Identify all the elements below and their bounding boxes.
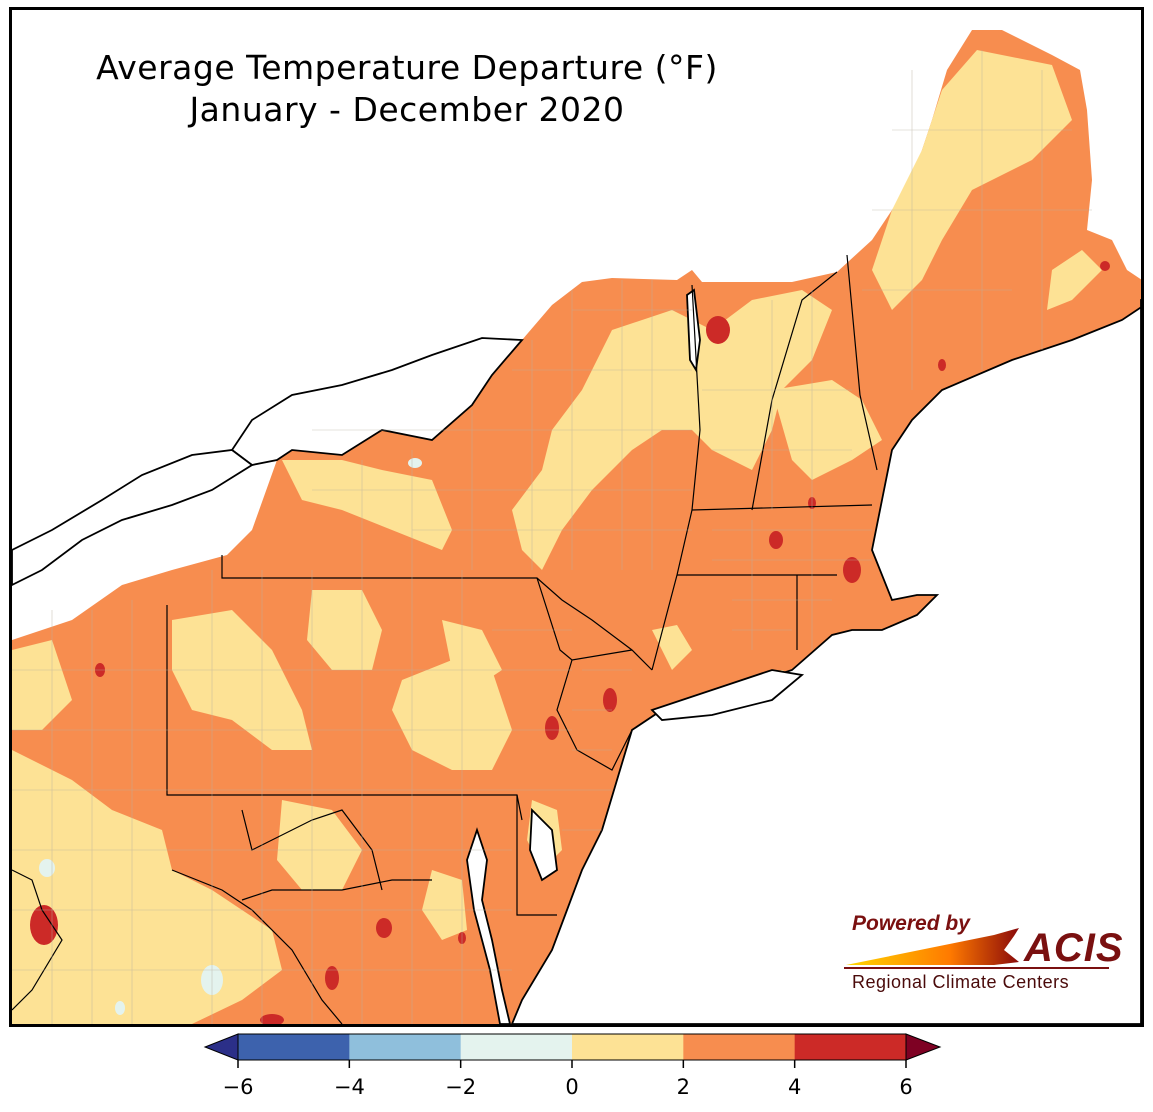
- colorbar-bin: [349, 1034, 462, 1060]
- map-subtitle: January - December 2020: [189, 90, 625, 129]
- logo-underline: [844, 967, 1109, 969]
- colorbar-bin: [683, 1034, 796, 1060]
- colorbar-tick-label: −6: [223, 1075, 254, 1099]
- rcc-text: Regional Climate Centers: [852, 972, 1070, 992]
- colorbar-bin: [794, 1034, 907, 1060]
- colorbar: −6 −4 −2 0 2 4 6: [203, 1033, 942, 1099]
- colorbar-tick-label: 0: [565, 1075, 578, 1099]
- map-frame: Average Temperature Departure (°F) Janua…: [9, 7, 1144, 1027]
- powered-by-text: Powered by: [852, 912, 970, 935]
- land-region: [12, 30, 1141, 1024]
- colorbar-tick-label: −4: [334, 1075, 365, 1099]
- colorbar-ticks: −6 −4 −2 0 2 4 6: [223, 1060, 913, 1099]
- acis-brand-text: ACIS: [1024, 926, 1124, 970]
- water-bodies: [12, 288, 1141, 1024]
- acis-logo: Powered by ACIS Regional Climate Centers: [844, 910, 1134, 1005]
- colorbar-bins: [238, 1034, 907, 1060]
- colorbar-tick-label: 6: [899, 1075, 912, 1099]
- map-title: Average Temperature Departure (°F): [96, 48, 718, 87]
- colorbar-under-arrow: [203, 1033, 239, 1061]
- colorbar-tick-label: 4: [788, 1075, 801, 1099]
- colorbar-tick-label: −2: [445, 1075, 476, 1099]
- chesapeake-bay: [466, 827, 511, 1024]
- long-island-sound: [650, 669, 805, 721]
- atlantic-ocean: [511, 299, 1141, 1024]
- lake-erie: [12, 449, 254, 587]
- acis-swoosh: [846, 928, 1019, 965]
- delaware-bay: [529, 807, 558, 882]
- colorbar-bin: [572, 1034, 684, 1060]
- colorbar-over-arrow: [905, 1033, 942, 1061]
- state-boundaries: [12, 254, 878, 1024]
- lake-ontario: [230, 337, 524, 466]
- colorbar-bin: [460, 1034, 573, 1060]
- county-boundaries: [12, 50, 1092, 1024]
- colorbar-tick-label: 2: [677, 1075, 690, 1099]
- map-canvas: [12, 30, 1141, 1024]
- anomaly-4-6-regions: [30, 261, 1110, 1024]
- colorbar-bin: [238, 1034, 350, 1060]
